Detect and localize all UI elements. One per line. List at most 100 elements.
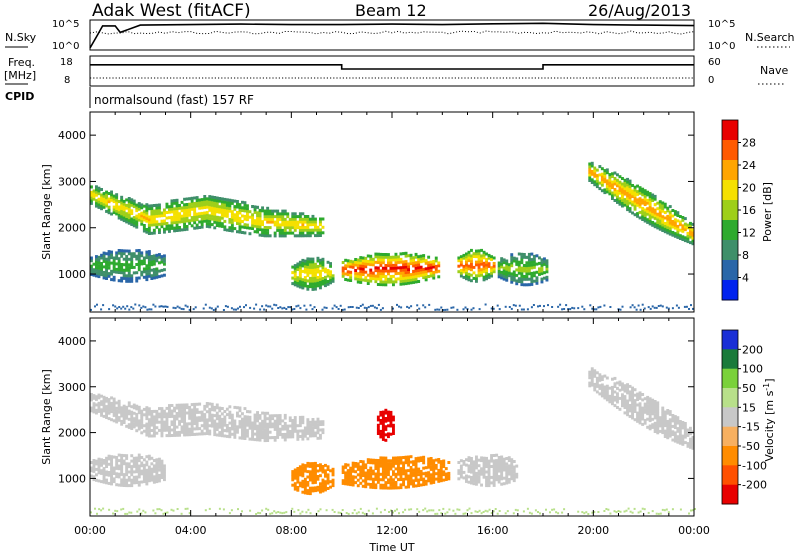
heat-cell <box>124 307 127 310</box>
heat-cell <box>180 206 184 210</box>
heat-cell <box>178 433 181 437</box>
heat-cell <box>92 464 96 468</box>
heat-cell <box>636 192 639 196</box>
heat-cell <box>288 419 292 423</box>
cpid-panel: CPID normalsound (fast) 157 RF <box>5 87 254 108</box>
heat-cell <box>115 212 119 216</box>
heat-cell <box>117 416 121 420</box>
heat-cell <box>485 277 488 281</box>
heat-cell <box>678 441 682 445</box>
heat-cell <box>125 424 129 428</box>
heat-cell <box>107 481 111 485</box>
heat-cell <box>118 306 121 308</box>
heat-cell <box>306 421 310 424</box>
heat-cell <box>311 287 315 291</box>
heat-cell <box>127 219 131 222</box>
heat-cell <box>105 405 108 409</box>
heat-cell <box>100 463 103 467</box>
heat-cell <box>216 305 219 308</box>
heat-cell <box>487 465 491 469</box>
heat-cell <box>619 308 622 311</box>
heat-cell <box>180 414 184 418</box>
heat-cell <box>487 476 491 479</box>
heat-cell <box>641 193 645 197</box>
heat-cell <box>188 433 192 437</box>
heat-cell <box>611 172 614 176</box>
heat-cell <box>147 274 151 278</box>
heat-cell <box>379 274 383 278</box>
heat-cell <box>335 306 338 309</box>
heat-cell <box>598 386 602 390</box>
heat-cell <box>291 427 295 431</box>
heat-cell <box>239 305 241 308</box>
beam-title: Beam 12 <box>355 1 427 20</box>
heat-cell <box>173 215 176 219</box>
heat-cell <box>190 411 194 415</box>
heat-cell <box>616 400 619 404</box>
heat-cell <box>621 185 624 189</box>
heat-cell <box>200 211 204 215</box>
heat-cell <box>147 250 151 254</box>
heat-cell <box>384 408 388 412</box>
heat-cell <box>105 266 108 269</box>
heat-cell <box>628 395 632 399</box>
heat-cell <box>296 475 300 479</box>
heat-cell <box>631 405 634 409</box>
heat-cell <box>170 409 174 413</box>
heat-cell <box>410 305 413 308</box>
colorbar-tick-label: 16 <box>742 204 756 217</box>
heat-cell <box>545 270 549 274</box>
heat-cell <box>379 308 382 311</box>
heat-cell <box>686 428 690 432</box>
heat-cell <box>666 225 670 229</box>
heat-cell <box>311 420 315 424</box>
heat-cell <box>359 278 363 282</box>
heat-cell <box>135 225 139 229</box>
heat-cell <box>480 483 483 487</box>
heat-cell <box>105 260 108 264</box>
heat-cell <box>132 254 136 258</box>
heat-cell <box>97 189 101 193</box>
heat-cell <box>616 173 619 177</box>
heat-cell <box>379 280 383 284</box>
heat-cell <box>261 425 264 429</box>
heat-cell <box>253 210 257 214</box>
heat-cell <box>170 215 174 219</box>
heat-cell <box>263 425 267 429</box>
heat-cell <box>545 262 549 265</box>
heat-cell <box>142 215 146 219</box>
heat-cell <box>95 395 98 399</box>
heat-cell <box>102 478 106 481</box>
heat-cell <box>515 279 519 283</box>
heat-cell <box>597 306 600 309</box>
heat-cell <box>661 223 665 227</box>
heat-cell <box>173 433 176 437</box>
heat-cell <box>623 192 627 196</box>
heat-cell <box>105 407 108 411</box>
colorbar-swatch <box>722 160 738 181</box>
heat-cell <box>208 507 211 510</box>
heat-cell <box>417 484 421 487</box>
heat-cell <box>507 263 511 267</box>
heat-cell <box>155 256 159 260</box>
heat-cell <box>663 424 667 428</box>
y-tick-label: 1000 <box>58 472 86 485</box>
heat-cell <box>288 226 292 230</box>
heat-cell <box>127 409 131 413</box>
heat-cell <box>137 422 141 426</box>
heat-cell <box>497 456 501 459</box>
heat-cell <box>319 261 322 265</box>
heat-cell <box>130 467 134 471</box>
heat-cell <box>246 418 249 422</box>
heat-cell <box>243 434 247 438</box>
heat-cell <box>653 197 657 201</box>
heat-cell <box>389 419 393 422</box>
heat-cell <box>276 430 280 434</box>
heat-cell <box>261 419 264 423</box>
heat-cell <box>241 412 244 416</box>
heat-cell <box>150 274 154 278</box>
heat-cell <box>266 422 270 426</box>
heat-cell <box>180 403 184 407</box>
heat-cell <box>243 214 247 218</box>
heat-cell <box>314 284 317 288</box>
